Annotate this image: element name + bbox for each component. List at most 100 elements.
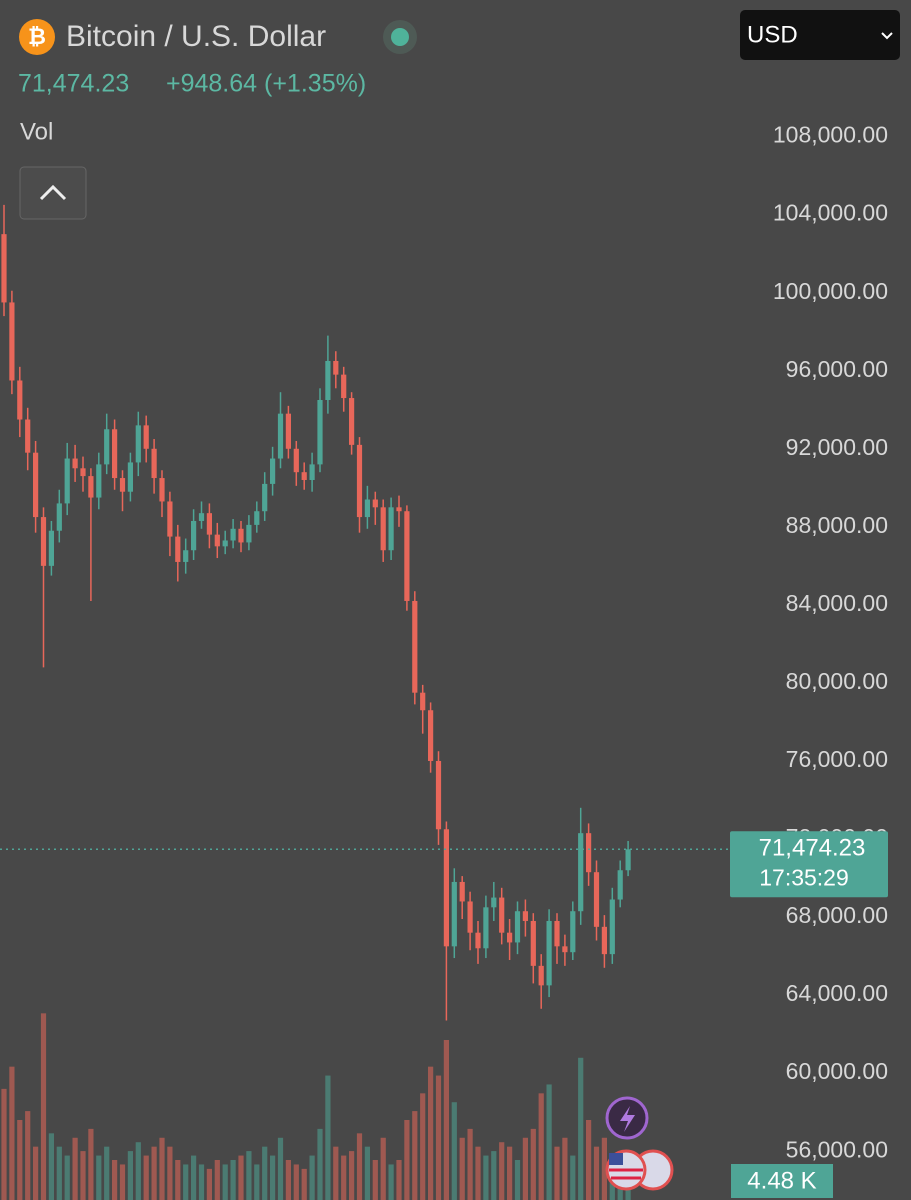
candle-body — [459, 881, 465, 902]
candle-body — [333, 360, 339, 375]
y-tick-label: 92,000.00 — [786, 434, 888, 460]
y-tick-label: 96,000.00 — [786, 356, 888, 382]
volume-bar — [522, 1137, 528, 1200]
volume-bar — [80, 1151, 86, 1200]
candle-body — [309, 464, 315, 480]
volume-bar — [491, 1151, 497, 1200]
candle-body — [475, 932, 481, 949]
y-tick-label: 100,000.00 — [773, 278, 888, 304]
volume-bar — [349, 1151, 355, 1200]
y-tick-label: 68,000.00 — [786, 902, 888, 928]
volume-tag — [731, 1164, 833, 1198]
candle-body — [396, 507, 402, 512]
candle-body — [127, 462, 133, 492]
volume-bar — [475, 1146, 481, 1200]
lightning — [620, 1106, 635, 1132]
candle-body — [507, 932, 513, 943]
candle-body — [206, 513, 212, 535]
candle-body — [96, 464, 102, 498]
chevron-up — [39, 184, 67, 201]
y-tick-label: 88,000.00 — [786, 512, 888, 538]
volume-bar — [64, 1155, 70, 1200]
last-price: 71,474.23 — [18, 70, 129, 98]
volume-bar — [364, 1146, 370, 1200]
volume-bar — [412, 1111, 418, 1200]
price-tag-label: 71,474.23 — [759, 835, 866, 862]
candle-body — [25, 419, 31, 453]
price-change: +948.64 (+1.35%) — [166, 70, 366, 98]
candle-body — [562, 946, 568, 953]
volume-bar — [270, 1155, 276, 1200]
candle-body — [222, 540, 228, 547]
volume-bar — [499, 1142, 505, 1200]
candle-body — [9, 302, 15, 381]
candle-body — [483, 907, 489, 949]
candle-body — [40, 517, 47, 566]
volume-bar — [420, 1093, 426, 1200]
volume-bar — [546, 1084, 552, 1200]
volume-bar — [238, 1155, 244, 1200]
candle-body — [514, 911, 521, 943]
candle-body — [285, 413, 291, 449]
volume-bar — [404, 1120, 410, 1200]
volume-bar — [372, 1160, 378, 1200]
volume-bar — [88, 1128, 94, 1200]
volume-bar — [159, 1137, 165, 1200]
candle-body — [325, 360, 331, 400]
collapse-button[interactable] — [19, 166, 87, 220]
volume-bar — [104, 1146, 110, 1200]
candle-body — [317, 400, 323, 465]
candle-body — [143, 425, 149, 449]
bitcoin-icon — [19, 19, 55, 55]
volume-bar — [167, 1146, 173, 1200]
volume-bar — [206, 1168, 212, 1200]
candle-body — [159, 478, 165, 502]
candle-body — [119, 478, 126, 492]
candle-body — [64, 458, 70, 504]
volume-label: Vol — [20, 118, 53, 145]
volume-bar — [285, 1160, 291, 1200]
candle-body — [380, 507, 386, 551]
candle-body — [293, 448, 299, 473]
y-tick-label: 60,000.00 — [786, 1058, 888, 1084]
candle-body — [183, 550, 189, 562]
volume-bar — [175, 1160, 181, 1200]
candle-body — [80, 468, 86, 477]
volume-bar — [325, 1075, 331, 1200]
volume-bar — [317, 1128, 323, 1200]
currency-select[interactable] — [740, 10, 900, 60]
volume-bar — [309, 1155, 315, 1200]
volume-bar — [514, 1160, 521, 1200]
candle-body — [443, 829, 449, 947]
volume-bar — [96, 1155, 102, 1200]
volume-bar — [586, 1120, 592, 1200]
volume-bar — [135, 1142, 141, 1200]
volume-bar — [119, 1164, 126, 1200]
y-tick-label: 80,000.00 — [786, 668, 888, 694]
volume-bar — [396, 1160, 402, 1200]
candle-body — [254, 511, 260, 525]
y-tick-label: 104,000.00 — [773, 200, 888, 226]
volume-bar — [277, 1137, 284, 1200]
volume-bar — [333, 1146, 339, 1200]
volume-bar — [341, 1155, 347, 1200]
candle-body — [191, 520, 197, 551]
candle-body — [1, 234, 7, 303]
volume-bar — [151, 1146, 157, 1200]
volume-bar — [507, 1146, 513, 1200]
candle-body — [349, 398, 355, 445]
candle-body — [388, 507, 394, 551]
candle-body — [491, 897, 497, 908]
volume-bar — [127, 1151, 133, 1200]
candle-body — [428, 710, 434, 761]
volume-tag-label: 4.48 K — [747, 1167, 816, 1194]
volume-bar — [191, 1155, 197, 1200]
candle-body — [230, 528, 236, 541]
volume-bar — [293, 1164, 299, 1200]
candle-body — [151, 448, 157, 479]
candle-body — [538, 965, 544, 986]
volume-bar — [467, 1128, 473, 1200]
